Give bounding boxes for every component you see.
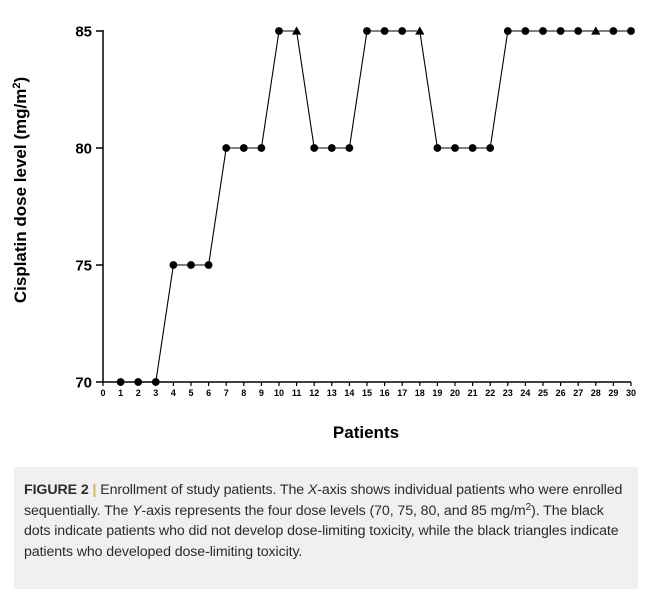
x-tick-label: 27: [573, 388, 583, 398]
x-tick-label: 30: [626, 388, 636, 398]
triangle-marker: [591, 26, 601, 35]
dot-marker: [222, 144, 231, 152]
x-tick-label: 6: [206, 388, 211, 398]
x-tick-label: 12: [309, 388, 319, 398]
dot-marker: [169, 261, 178, 269]
dot-marker: [239, 144, 248, 152]
dot-marker: [275, 27, 283, 35]
dot-marker: [539, 27, 547, 35]
x-tick-label: 1: [118, 388, 123, 398]
x-tick-label: 0: [100, 388, 105, 398]
x-tick-label: 9: [259, 388, 264, 398]
x-tick-label: 4: [171, 388, 176, 398]
caption-text: Enrollment of study patients. The X-axis…: [24, 482, 623, 560]
dot-marker: [503, 27, 512, 35]
x-tick-label: 22: [485, 388, 495, 398]
dot-marker: [451, 144, 459, 152]
x-tick-label: 3: [153, 388, 158, 398]
dot-marker: [468, 144, 477, 152]
x-tick-label: 7: [224, 388, 229, 398]
series-line: [120, 30, 631, 383]
dot-marker: [363, 27, 371, 35]
x-axis-title: Patients: [333, 423, 399, 442]
x-tick-label: 29: [608, 388, 618, 398]
x-tick-label: 13: [327, 388, 337, 398]
dot-marker: [486, 144, 495, 152]
dot-marker: [609, 27, 618, 35]
axes: [102, 30, 631, 383]
x-tick-label: 18: [415, 388, 425, 398]
x-tick-label: 28: [591, 388, 601, 398]
x-tick-label: 8: [241, 388, 246, 398]
dot-marker: [310, 144, 319, 152]
x-tick-label: 14: [344, 388, 354, 398]
y-tick-label: 75: [75, 258, 92, 275]
y-ticks: 70 75 80 85: [75, 24, 103, 392]
x-tick-label: 20: [450, 388, 460, 398]
y-tick-label: 85: [75, 24, 92, 41]
y-tick-label: 80: [75, 141, 92, 158]
dot-marker: [433, 144, 442, 152]
triangle-marker: [415, 26, 425, 35]
x-tick-label: 21: [468, 388, 478, 398]
dot-marker: [187, 261, 195, 269]
dot-marker: [116, 378, 125, 386]
dot-marker: [345, 144, 354, 152]
x-tick-label: 26: [556, 388, 566, 398]
y-tick-label: 70: [75, 375, 92, 392]
x-tick-label: 17: [397, 388, 407, 398]
x-tick-label: 16: [380, 388, 390, 398]
figure-caption: FIGURE 2 | Enrollment of study patients.…: [14, 467, 638, 589]
y-axis-title: Cisplatin dose level (mg/m2): [11, 77, 30, 303]
dot-marker: [257, 144, 266, 152]
dot-marker: [574, 27, 583, 35]
x-tick-label: 15: [362, 388, 372, 398]
dot-marker: [204, 261, 213, 269]
dot-marker: [398, 27, 407, 35]
x-ticks: 0 1 2 3 4 5 6 7 8 9 10 11 12 13 14 15 16 17 18 19 20 21 22 23 24…: [100, 382, 636, 398]
x-tick-label: 23: [503, 388, 513, 398]
x-tick-label: 11: [292, 388, 302, 398]
x-tick-label: 5: [188, 388, 193, 398]
x-tick-label: 24: [520, 388, 530, 398]
dot-marker: [327, 144, 336, 152]
x-tick-label: 2: [136, 388, 141, 398]
caption-label: FIGURE 2 |: [24, 482, 97, 498]
dot-marker: [556, 27, 565, 35]
dot-marker: [627, 27, 635, 35]
dot-marker: [134, 378, 143, 386]
dot-marker: [380, 27, 389, 35]
series-markers: [116, 26, 635, 386]
x-tick-label: 10: [274, 388, 284, 398]
x-tick-label: 25: [538, 388, 548, 398]
x-tick-label: 19: [432, 388, 442, 398]
triangle-marker: [292, 26, 302, 35]
series-polyline: [120, 30, 631, 383]
dot-marker: [151, 378, 160, 386]
dot-marker: [521, 27, 530, 35]
